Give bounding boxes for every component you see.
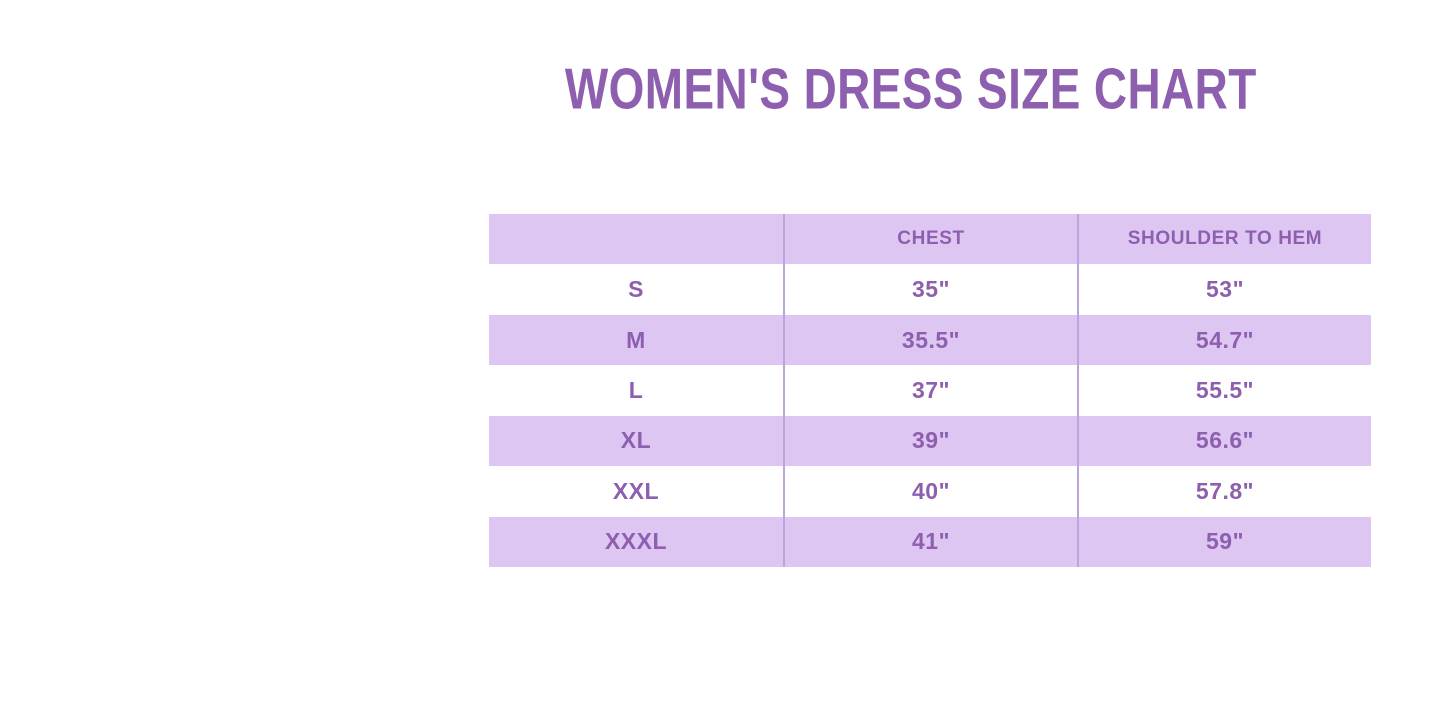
table-row-l: L 37" 55.5" (489, 365, 1371, 416)
table-row-xxl: XXL 40" 57.8" (489, 466, 1371, 517)
header-cell-shoulder-to-hem: SHOULDER TO HEM (1077, 214, 1371, 265)
size-label: L (628, 376, 644, 403)
size-label: XL (620, 427, 652, 454)
header-cell-chest: CHEST (783, 214, 1077, 265)
chest-value: 39" (783, 415, 1077, 467)
table-row-s: S 35" 53" (489, 264, 1371, 315)
size-label: M (626, 326, 646, 353)
chest-value: 35.5" (783, 314, 1077, 366)
size-label: S (628, 276, 644, 303)
table-row-xl: XL 39" 56.6" (489, 415, 1371, 467)
shoulder-to-hem-value: 57.8" (1077, 466, 1371, 517)
table-row-m: M 35.5" 54.7" (489, 314, 1371, 366)
chest-value: 37" (783, 365, 1077, 416)
shoulder-to-hem-value: 56.6" (1077, 415, 1371, 467)
chest-value: 40" (783, 466, 1077, 517)
size-chart-table: CHEST SHOULDER TO HEM S 35" 53" M 35.5" … (489, 214, 1371, 567)
page-title-text: WOMEN'S DRESS SIZE CHART (564, 56, 1257, 121)
table-header-row: CHEST SHOULDER TO HEM (489, 214, 1371, 265)
header-cell-size (489, 214, 783, 264)
shoulder-to-hem-value: 55.5" (1077, 365, 1371, 416)
shoulder-to-hem-value: 59" (1077, 516, 1371, 567)
table-row-xxxl: XXXL 41" 59" (489, 516, 1371, 567)
chest-value: 35" (783, 264, 1077, 315)
size-label: XXXL (604, 528, 668, 555)
shoulder-to-hem-value: 54.7" (1077, 314, 1371, 366)
shoulder-to-hem-value: 53" (1077, 264, 1371, 315)
chest-value: 41" (783, 516, 1077, 567)
size-label: XXL (612, 477, 660, 504)
page-title: WOMEN'S DRESS SIZE CHART (489, 56, 1278, 121)
